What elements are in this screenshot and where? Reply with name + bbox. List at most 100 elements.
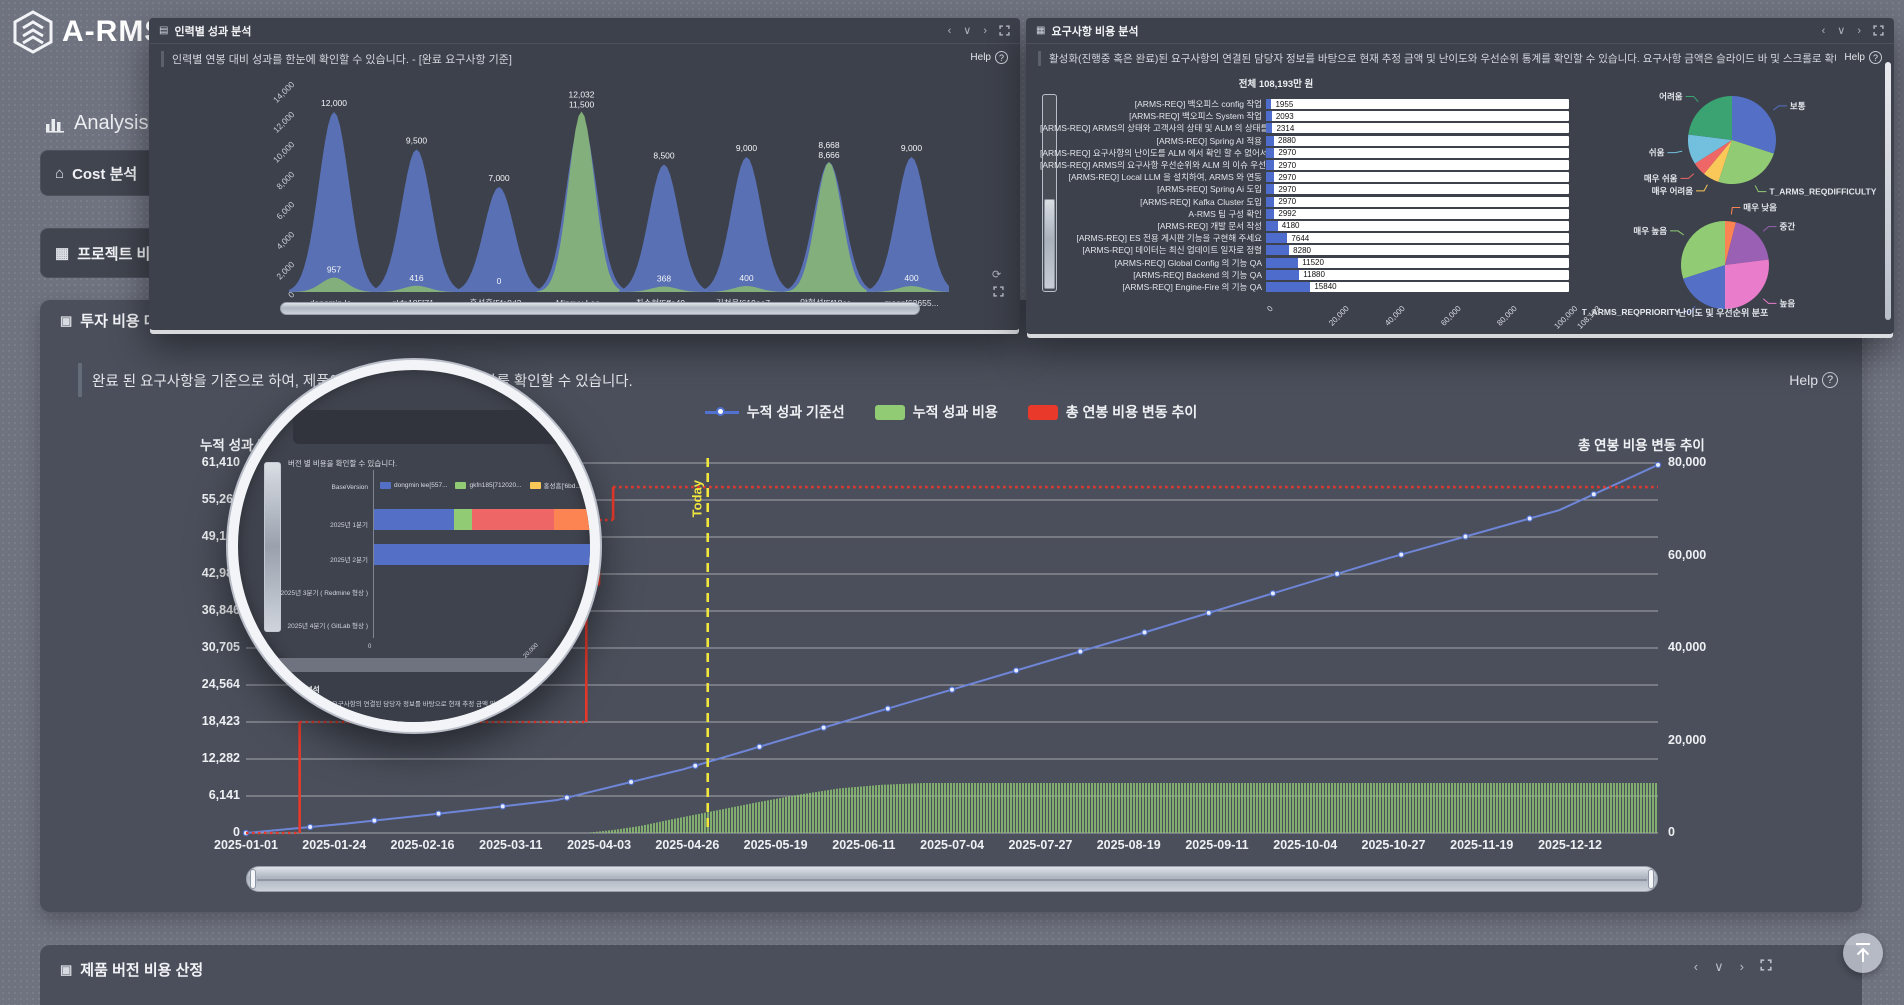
expand-icon[interactable]	[999, 25, 1010, 36]
section-icon: ▣	[60, 961, 73, 977]
requirement-bar-track[interactable]: 2992	[1266, 208, 1569, 219]
pie-slice[interactable]	[1732, 96, 1776, 154]
requirement-bar-fill	[1266, 269, 1300, 280]
legend-item[interactable]: 총 연봉 비용 변동 추이	[1027, 402, 1198, 422]
requirement-bar-track[interactable]: 4180	[1266, 220, 1569, 231]
x-axis-date: 2025-07-27	[1008, 838, 1073, 852]
pie-slice[interactable]	[1694, 140, 1732, 174]
requirements-panel-title: 요구사항 비용 분석	[1051, 25, 1139, 38]
requirement-bar-track[interactable]: 2880	[1266, 135, 1569, 146]
chevron-right-icon[interactable]: ›	[1857, 24, 1861, 37]
legend-label: 총 연봉 비용 변동 추이	[1065, 404, 1198, 420]
svg-text:12,032: 12,032	[569, 90, 595, 100]
requirement-bar-track[interactable]: 2970	[1266, 147, 1569, 158]
chevron-left-icon[interactable]: ‹	[1821, 24, 1826, 37]
svg-text:957: 957	[327, 265, 341, 275]
chevron-down-icon[interactable]: ∨	[1714, 959, 1724, 974]
slider-handle-left[interactable]	[250, 869, 256, 889]
pie-slice[interactable]	[1688, 96, 1732, 140]
scroll-to-top-button[interactable]	[1843, 933, 1883, 973]
help-button[interactable]: Help ?	[1844, 51, 1882, 64]
pie-slice[interactable]	[1725, 221, 1736, 265]
pie-slice[interactable]	[1703, 140, 1732, 182]
chart-legend: 누적 성과 기준선 누적 성과 비용 총 연봉 비용 변동 추이	[40, 402, 1862, 422]
requirement-bar-track[interactable]: 2314	[1266, 123, 1569, 134]
magnifier-lens[interactable]: 버전 별 비용을 확인할 수 있습니다. dongmin lee[557... g…	[228, 360, 600, 732]
requirement-row: [ARMS-REQ] 요구사항의 난이도를 ALM 에서 확인 할 수 없어서.…	[1040, 147, 1574, 159]
chevron-right-icon[interactable]: ›	[1739, 959, 1744, 974]
magnified-category: 2025년 4분기 ( GitLab 형상 )	[287, 623, 369, 630]
app-logo[interactable]: A-RMS	[12, 10, 165, 54]
slider-handle-right[interactable]	[1648, 869, 1654, 889]
chevron-right-icon[interactable]: ›	[983, 24, 987, 37]
expand-icon[interactable]	[1873, 25, 1884, 36]
panel-scrollbar[interactable]	[1885, 62, 1891, 320]
slider-thumb[interactable]	[1044, 199, 1055, 289]
x-axis-date: 2025-01-24	[302, 838, 367, 852]
bar-segment	[472, 509, 554, 530]
svg-text:9,000: 9,000	[736, 143, 758, 153]
accent-bar	[78, 363, 82, 397]
svg-text:9,000: 9,000	[901, 143, 923, 153]
logo-text: A-RMS	[62, 15, 166, 48]
pie-slice[interactable]	[1725, 259, 1769, 309]
requirement-bar-track[interactable]: 15840	[1266, 281, 1569, 292]
chevron-down-icon[interactable]: ∨	[963, 25, 972, 37]
requirement-bar-value: 2970	[1278, 184, 1297, 194]
salary-hill	[289, 112, 379, 292]
pie-slice[interactable]	[1718, 140, 1774, 184]
grid-icon: ▦	[55, 245, 70, 262]
chevron-left-icon[interactable]: ‹	[1693, 959, 1699, 974]
chevron-left-icon[interactable]: ‹	[947, 24, 952, 37]
requirement-bar-value: 1955	[1275, 99, 1294, 109]
investment-section-header: ▣ 투자 비용 대	[40, 300, 1862, 337]
requirement-bar-track[interactable]: 2970	[1266, 196, 1569, 207]
datazoom-slider[interactable]	[246, 866, 1658, 892]
personnel-ytick: 8,000	[274, 169, 296, 191]
requirements-description: 활성화(진행중 혹은 완료)된 요구사항의 연결된 담당자 정보를 바탕으로 현…	[1049, 53, 1836, 65]
personnel-scrollbar[interactable]	[280, 302, 920, 315]
chevron-down-icon[interactable]: ∨	[1837, 25, 1846, 37]
requirement-bar-track[interactable]: 2970	[1266, 172, 1569, 183]
requirement-bar-track[interactable]: 2970	[1266, 184, 1569, 195]
requirement-bar-value: 2970	[1278, 148, 1297, 158]
requirement-bar-value: 2880	[1278, 136, 1296, 146]
expand-icon[interactable]	[1760, 959, 1772, 971]
personnel-panel: ▤ 인력별 성과 분석 ‹ ∨ › 인력별 연봉 대비 성과를 한눈에 확인할 …	[149, 18, 1020, 330]
legend-item[interactable]: 누적 성과 비용	[874, 402, 998, 422]
pie-label: 중간	[1780, 222, 1796, 232]
difficulty-priority-pies: 보통 T_ARMS_REQDIFFICULTY 매우 어려움 매우 쉬움 쉬움 어려움매우…	[1582, 91, 1877, 316]
help-button[interactable]: Help ?	[970, 51, 1008, 64]
magnified-legend-item: dongmin lee[557...	[380, 481, 447, 489]
pie-slice[interactable]	[1725, 222, 1769, 265]
requirement-row: [ARMS-REQ] 백오피스 System 작업 2093	[1040, 110, 1574, 122]
requirement-bar-track[interactable]: 7644	[1266, 233, 1569, 244]
requirement-label: [ARMS-REQ] ARMS의 요구사항 우선순위와 ALM 의 이슈 우선순…	[1040, 160, 1266, 171]
pie-slice[interactable]	[1683, 265, 1725, 309]
requirement-label: [ARMS-REQ] Backend 의 기능 QA	[1133, 269, 1262, 280]
help-question-icon: ?	[995, 51, 1008, 64]
requirements-panel-controls: ‹ ∨ ›	[1822, 24, 1884, 37]
svg-text:400: 400	[739, 273, 753, 283]
requirement-label: [ARMS-REQ] Local LLM 을 설치하여, ARMS 와 연동	[1068, 172, 1262, 183]
requirement-bar-track[interactable]: 8280	[1266, 245, 1569, 256]
expand-icon[interactable]	[993, 286, 1004, 297]
help-label: Help	[1789, 372, 1818, 388]
pie-slice[interactable]	[1688, 134, 1732, 164]
requirement-bar-track[interactable]: 2093	[1266, 111, 1569, 122]
legend-item[interactable]: 누적 성과 기준선	[704, 402, 845, 422]
requirements-vertical-slider[interactable]	[1042, 94, 1057, 292]
restore-icon[interactable]: ⟳	[992, 269, 1002, 281]
svg-text:8,666: 8,666	[818, 150, 840, 160]
pie-slice[interactable]	[1681, 221, 1725, 279]
requirement-row: [ARMS-REQ] Spring Ai 도입 2970	[1040, 183, 1574, 195]
sidebar-item-analysis[interactable]: Analysis C	[45, 112, 168, 135]
help-button[interactable]: Help ?	[1789, 372, 1838, 388]
personnel-ytick: 0	[286, 289, 297, 300]
requirement-bar-track[interactable]: 2970	[1266, 160, 1569, 171]
requirement-bar-track[interactable]: 1955	[1266, 99, 1569, 110]
performance-hill	[866, 286, 949, 292]
requirement-bar-track[interactable]: 11880	[1266, 269, 1569, 280]
personnel-ytick: 6,000	[274, 199, 296, 221]
requirement-bar-track[interactable]: 11520	[1266, 257, 1569, 268]
